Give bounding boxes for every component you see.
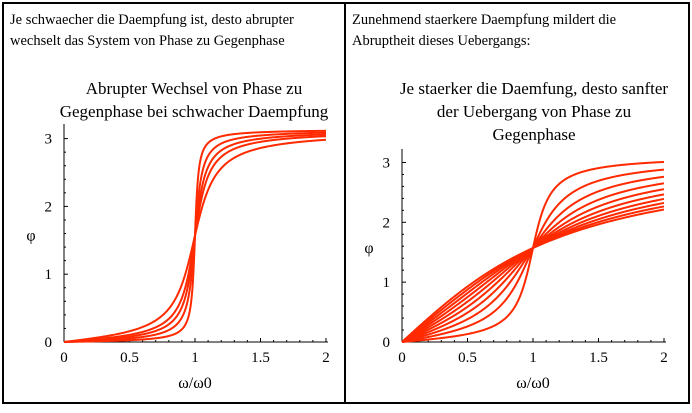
- x-tick-label: 0.5: [458, 350, 477, 366]
- x-tick-label: 1: [191, 350, 199, 366]
- series-line: [401, 193, 665, 343]
- series-line: [401, 201, 665, 343]
- y-tick-label: 0: [383, 335, 391, 351]
- left-panel: Je schwaecher die Daempfung ist, desto a…: [2, 2, 346, 404]
- x-tick-label: 2: [660, 350, 668, 366]
- right-chart: Je staerker die Daemfung, desto sanfter d…: [364, 79, 668, 392]
- x-tick-label: 0: [60, 350, 68, 366]
- left-caption-line-1: Je schwaecher die Daempfung ist, desto a…: [10, 12, 294, 28]
- y-tick-label: 2: [383, 215, 391, 231]
- left-caption-line-2: wechselt das System von Phase zu Gegenph…: [10, 33, 285, 49]
- x-tick-label: 0.5: [120, 350, 139, 366]
- y-axis-label: φ: [364, 240, 373, 257]
- y-axis-label: φ: [26, 228, 35, 245]
- right-caption-line-1: Zunehmend staerkere Daempfung mildert di…: [352, 12, 617, 28]
- chart-title-line: Gegenphase bei schwacher Daempfung: [60, 102, 329, 121]
- right-caption-line-2: Abruptheit dieses Uebergangs:: [352, 33, 531, 49]
- series-line: [401, 205, 665, 343]
- y-tick-label: 0: [45, 335, 53, 351]
- right-caption: Zunehmend staerkere Daempfung mildert di…: [352, 10, 682, 52]
- chart-title-line: Abrupter Wechsel von Phase zu: [86, 79, 303, 98]
- y-tick-label: 1: [383, 275, 391, 291]
- right-panel: Zunehmend staerkere Daempfung mildert di…: [344, 2, 690, 404]
- chart-title-line: Je staerker die Daemfung, desto sanfter: [400, 79, 668, 98]
- left-caption: Je schwaecher die Daempfung ist, desto a…: [10, 10, 340, 52]
- x-tick-label: 2: [322, 350, 330, 366]
- x-tick-label: 1: [529, 350, 537, 366]
- chart-title-line: der Uebergang von Phase zu: [437, 102, 632, 121]
- x-axis-label: ω/ω0: [516, 375, 550, 392]
- x-axis-label: ω/ω0: [178, 375, 212, 392]
- y-tick-label: 3: [383, 155, 391, 171]
- x-tick-label: 1.5: [251, 350, 270, 366]
- y-tick-label: 2: [45, 199, 53, 215]
- x-tick-label: 0: [398, 350, 406, 366]
- chart-title-line: Gegenphase: [492, 125, 575, 144]
- x-tick-label: 1.5: [589, 350, 608, 366]
- series-line: [63, 138, 327, 343]
- left-chart: Abrupter Wechsel von Phase zu Gegenphase …: [26, 79, 330, 392]
- y-tick-label: 1: [45, 267, 53, 283]
- series-line: [401, 208, 665, 343]
- y-tick-label: 3: [45, 132, 53, 148]
